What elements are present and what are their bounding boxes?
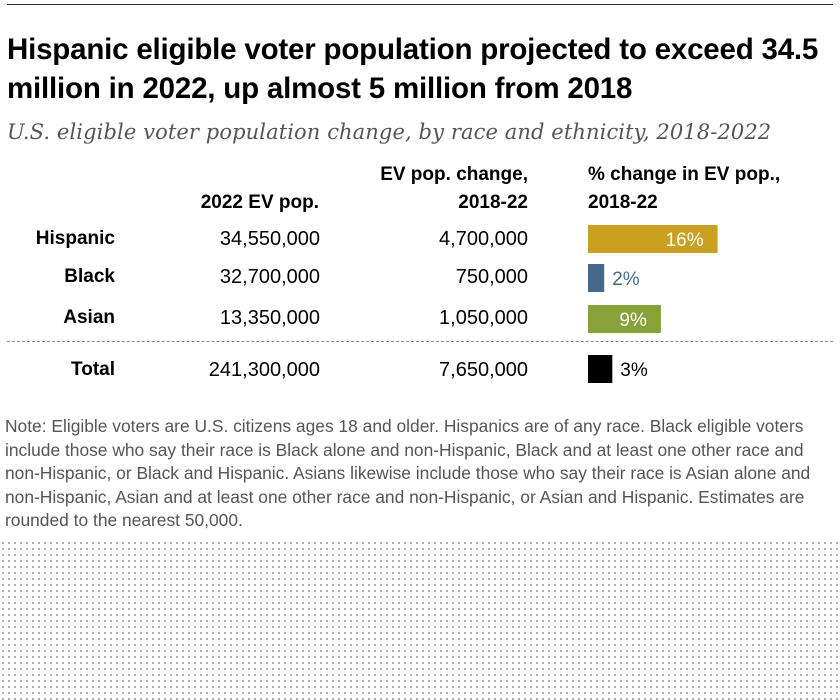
header-pct-change-line2: 2018-22 — [588, 192, 658, 213]
pct-change-bars: 16% 2% 9% 3% — [588, 225, 718, 383]
ev-pop-value: 13,350,000 — [219, 307, 320, 329]
bar-label-black: 2% — [612, 269, 640, 290]
header-ev-change-line1: EV pop. change, — [380, 164, 528, 185]
header-pct-change-line1: % change in EV pop., — [588, 164, 781, 185]
bar-asian — [588, 305, 661, 333]
table-row-total: Total 241,300,000 7,650,000 — [0, 355, 840, 385]
row-label: Black — [64, 266, 115, 287]
ev-pop-value: 241,300,000 — [208, 359, 320, 381]
header-pct-change: % change in EV pop., 2018-22 — [588, 161, 838, 217]
total-separator — [7, 341, 833, 342]
bar-label-hispanic: 16% — [666, 230, 704, 251]
table-row: Hispanic 34,550,000 4,700,000 — [0, 224, 840, 254]
chart-note: Note: Eligible voters are U.S. citizens … — [5, 416, 811, 530]
row-label: Total — [71, 359, 115, 380]
header-ev-pop: 2022 EV pop. — [200, 192, 319, 213]
ev-change-value: 4,700,000 — [439, 228, 528, 250]
ev-change-value: 750,000 — [455, 266, 528, 288]
top-rule — [7, 4, 833, 5]
bar-total — [588, 355, 613, 383]
bar-hispanic — [588, 225, 718, 253]
table-row: Asian 13,350,000 1,050,000 — [0, 303, 840, 333]
chart-title: Hispanic eligible voter population proje… — [7, 33, 819, 105]
ev-pop-value: 34,550,000 — [219, 228, 320, 250]
ev-pop-value: 32,700,000 — [219, 266, 320, 288]
ev-change-value: 1,050,000 — [439, 307, 528, 329]
dotted-overlay — [0, 540, 840, 700]
ev-change-value: 7,650,000 — [439, 359, 528, 381]
chart-subtitle: U.S. eligible voter population change, b… — [7, 120, 772, 144]
bar-black — [588, 264, 605, 292]
bar-label-asian: 9% — [619, 310, 647, 331]
header-ev-change-line2: 2018-22 — [458, 192, 528, 213]
row-label: Hispanic — [35, 228, 115, 249]
table-row: Black 32,700,000 750,000 — [0, 262, 840, 292]
row-label: Asian — [63, 307, 115, 328]
bar-label-total: 3% — [620, 360, 648, 381]
header-ev-change: EV pop. change, 2018-22 — [330, 161, 528, 217]
